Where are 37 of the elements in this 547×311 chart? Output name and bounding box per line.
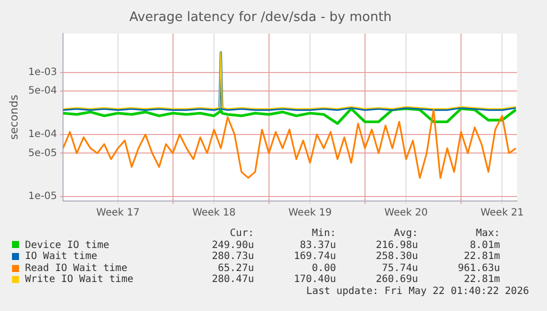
text: 216.98u: [374, 240, 418, 252]
y-tick-label: 1e-05: [28, 191, 58, 202]
x-tick-label: Week 19: [288, 208, 332, 219]
text: 22.81m: [462, 251, 500, 263]
x-tick-label: Week 21: [480, 208, 524, 219]
y-tick-label: 5e-04: [28, 86, 58, 97]
text: 75.74u: [380, 262, 418, 274]
text: 169.74u: [292, 251, 336, 263]
y-tick-label: 1e-03: [28, 66, 58, 78]
text: 280.47u: [210, 274, 254, 286]
text: 83.37u: [298, 240, 336, 252]
y-tick-label: 1e-04: [28, 129, 58, 140]
text: 280.73u: [210, 251, 254, 263]
text: 22.81m: [462, 274, 500, 286]
text: 249.90u: [210, 240, 254, 252]
text: 0.00: [310, 262, 336, 274]
legend-label: Write IO Wait time: [24, 274, 134, 286]
legend-label: Read IO Wait time: [24, 262, 128, 274]
y-axis-title: seconds: [7, 94, 20, 140]
x-tick-label: Week 20: [384, 208, 428, 219]
text: 260.69u: [374, 274, 418, 286]
legend-label: Device IO time: [24, 240, 110, 251]
text: 170.40u: [292, 274, 336, 286]
text: 961.63u: [456, 262, 500, 274]
text: Cur:: [228, 228, 254, 240]
y-tick-label: 5e-05: [28, 148, 58, 159]
text: Max:: [474, 228, 500, 240]
text: Min:: [310, 228, 336, 240]
text: 258.30u: [374, 251, 418, 263]
text: 65.27u: [216, 262, 254, 274]
x-tick-label: Week 18: [192, 208, 236, 219]
x-tick-label: Week 17: [96, 208, 140, 219]
chart-title: Average latency for /dev/sda - by month: [129, 10, 392, 26]
legend-label: IO Wait time: [24, 251, 98, 263]
text: 8.01m: [468, 240, 500, 252]
text: Last update: Fri May 22 01:40:22 2026: [306, 286, 529, 297]
text: Avg:: [392, 228, 418, 240]
